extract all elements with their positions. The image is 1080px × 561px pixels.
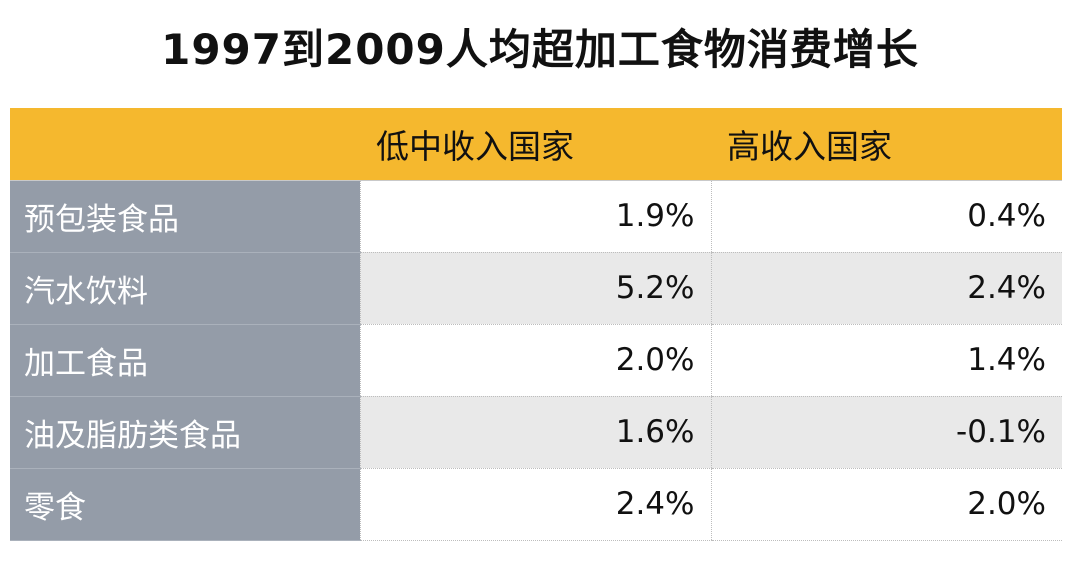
- header-corner-cell: [10, 108, 360, 181]
- header-low-middle-income: 低中收入国家: [360, 108, 711, 181]
- data-table: 低中收入国家 高收入国家 预包装食品 1.9% 0.4% 汽水饮料 5.2% 2…: [10, 108, 1062, 541]
- header-high-income: 高收入国家: [711, 108, 1062, 181]
- value-cell-high-income: 1.4%: [710, 324, 1062, 397]
- table-row: 油及脂肪类食品 1.6% -0.1%: [10, 396, 1062, 469]
- row-label: 加工食品: [10, 324, 360, 397]
- value-cell-low-middle-income: 2.4%: [359, 468, 711, 541]
- value-cell-high-income: 2.4%: [710, 252, 1062, 325]
- value-cell-low-middle-income: 2.0%: [359, 324, 711, 397]
- value-cell-low-middle-income: 1.6%: [359, 396, 711, 469]
- chart-title: 1997到2009人均超加工食物消费增长: [161, 25, 919, 74]
- table-row: 零食 2.4% 2.0%: [10, 468, 1062, 541]
- value-cell-high-income: 0.4%: [710, 180, 1062, 253]
- table-header-row: 低中收入国家 高收入国家: [10, 108, 1062, 181]
- row-label: 汽水饮料: [10, 252, 360, 325]
- value-cell-high-income: -0.1%: [710, 396, 1062, 469]
- value-cell-low-middle-income: 5.2%: [359, 252, 711, 325]
- value-cell-high-income: 2.0%: [710, 468, 1062, 541]
- row-label: 油及脂肪类食品: [10, 396, 360, 469]
- row-label: 预包装食品: [10, 180, 360, 253]
- table-row: 加工食品 2.0% 1.4%: [10, 324, 1062, 397]
- row-label: 零食: [10, 468, 360, 541]
- value-cell-low-middle-income: 1.9%: [359, 180, 711, 253]
- table-row: 汽水饮料 5.2% 2.4%: [10, 252, 1062, 325]
- table-row: 预包装食品 1.9% 0.4%: [10, 180, 1062, 253]
